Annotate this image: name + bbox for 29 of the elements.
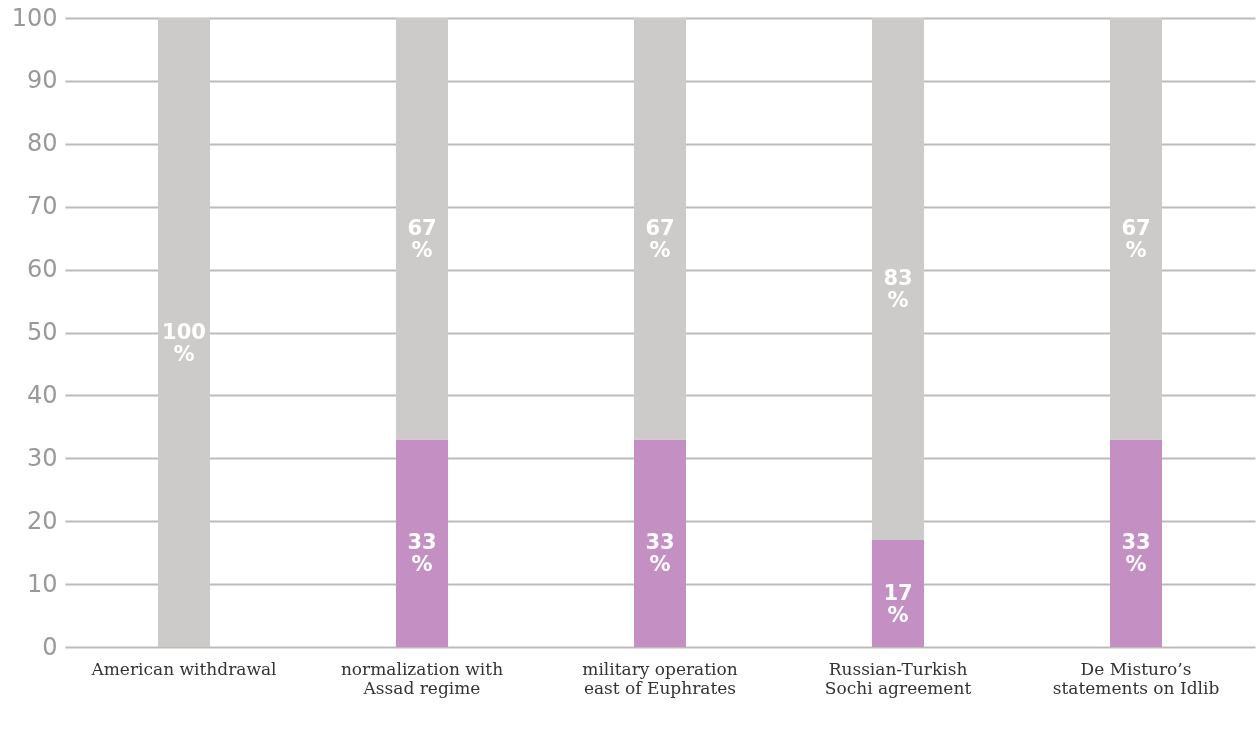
- y-tick-label: 20: [26, 506, 58, 535]
- y-tick-label: 70: [26, 192, 58, 221]
- data-label: 33%: [407, 530, 437, 577]
- data-label: 33%: [1121, 530, 1151, 577]
- bar: [872, 540, 924, 647]
- y-tick-label: 80: [26, 129, 58, 158]
- data-label: 33%: [645, 530, 675, 577]
- y-tick-label: 40: [26, 380, 58, 409]
- bar: [872, 18, 924, 541]
- y-tick-label: 0: [42, 632, 58, 661]
- y-tick-label: 100: [11, 3, 58, 32]
- y-tick-label: 30: [26, 443, 58, 472]
- bar: [1110, 439, 1162, 647]
- x-tick-label: De Misturo’s statements on Idlib: [1052, 658, 1220, 698]
- bar: [1110, 18, 1162, 440]
- y-tick-label: 10: [26, 569, 58, 598]
- x-tick-label: Russian-Turkish Sochi agreement: [824, 658, 972, 698]
- bar: [158, 18, 210, 647]
- x-tick-label: American withdrawal: [90, 658, 277, 679]
- y-tick-label: 90: [26, 66, 58, 95]
- bar: [634, 18, 686, 440]
- bar: [396, 439, 448, 647]
- x-tick-label: normalization with Assad regime: [340, 658, 504, 698]
- bar: [634, 439, 686, 647]
- data-label: 17%: [883, 580, 913, 627]
- bar: [396, 18, 448, 440]
- y-tick-label: 60: [26, 255, 58, 284]
- y-tick-label: 50: [26, 318, 58, 346]
- x-tick-label: military operation east of Euphrates: [582, 658, 738, 698]
